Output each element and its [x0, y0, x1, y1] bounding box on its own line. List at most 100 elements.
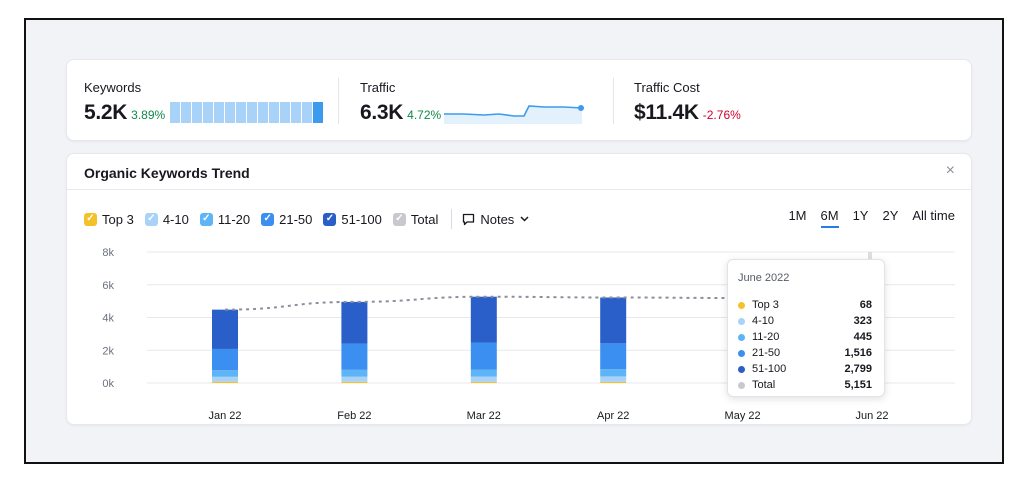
mini-bar — [181, 102, 192, 123]
period-1m[interactable]: 1M — [788, 208, 807, 223]
chart-tooltip: June 2022 Top 3 68 4-10 323 11-20 445 21… — [727, 259, 885, 397]
bar-segment[interactable] — [600, 376, 627, 382]
bar-segment[interactable] — [212, 309, 238, 349]
legend-dot — [738, 349, 745, 357]
bar-segment[interactable] — [341, 369, 368, 377]
chevron-down-icon — [520, 216, 529, 222]
traffic-value: 6.3K — [360, 101, 404, 124]
bar-segment[interactable] — [470, 342, 497, 370]
filter-11-20[interactable]: ✓ 11-20 — [199, 212, 250, 227]
tooltip-row: Total 5,151 — [738, 378, 872, 392]
filter-total[interactable]: ✓ Total — [392, 211, 439, 227]
trend-title: Organic Keywords Trend — [84, 165, 250, 181]
tooltip-row-label: 11-20 — [752, 331, 780, 343]
bar-segment[interactable] — [600, 369, 627, 377]
mini-bar — [302, 102, 313, 123]
notes-icon — [463, 213, 475, 225]
tooltip-row-label: Total — [752, 379, 776, 391]
y-tick-label: 0k — [102, 378, 114, 390]
bar-segment[interactable] — [212, 376, 238, 382]
bar-segment[interactable] — [212, 381, 238, 383]
filter-label: 51-100 — [341, 211, 382, 227]
period-1y[interactable]: 1Y — [852, 208, 869, 223]
tooltip-row: 11-20 445 — [738, 330, 872, 344]
legend-dot — [738, 381, 745, 389]
tooltip-row-label: 4-10 — [752, 315, 775, 327]
organic-keywords-trend-card: Organic Keywords Trend × ✓ Top 3 ✓ 4-10 … — [66, 153, 972, 425]
traffic-metric[interactable]: Traffic 6.3K 4.72% — [360, 80, 585, 125]
checkbox-icon: ✓ — [84, 212, 97, 226]
bar-segment[interactable] — [470, 369, 497, 377]
filter-label: Total — [410, 211, 439, 227]
y-tick-label: 8k — [102, 247, 114, 259]
filter-4-10[interactable]: ✓ 4-10 — [144, 211, 189, 227]
x-tick-label: May 22 — [725, 410, 761, 422]
bar-segment[interactable] — [341, 381, 368, 383]
traffic-cost-value: $11.4K — [634, 101, 699, 124]
bar-segment[interactable] — [600, 381, 627, 383]
legend-dot — [738, 333, 745, 341]
position-filters: ✓ Top 3 ✓ 4-10 ✓ 11-20 ✓ 21-50 ✓ 51-100 … — [84, 209, 529, 229]
mini-bar — [247, 102, 258, 123]
x-tick-label: Jun 22 — [855, 410, 888, 422]
keywords-metric[interactable]: Keywords 5.2K 3.89% — [84, 80, 324, 125]
traffic-change: 4.72% — [407, 108, 442, 122]
x-tick-label: Apr 22 — [597, 410, 629, 422]
mini-bar — [280, 102, 291, 123]
mini-bar — [291, 102, 302, 123]
keywords-change: 3.89% — [131, 108, 166, 122]
mini-bar — [170, 102, 181, 123]
legend-dot — [738, 365, 745, 373]
keywords-value: 5.2K — [84, 101, 128, 124]
mini-bar — [269, 102, 280, 123]
bar-segment[interactable] — [341, 376, 368, 382]
legend-dot — [738, 317, 745, 325]
y-tick-label: 6k — [102, 280, 114, 292]
traffic-label: Traffic — [360, 80, 396, 95]
tooltip-row: Top 3 68 — [738, 298, 872, 312]
tooltip-row-label: Top 3 — [752, 299, 779, 311]
period-2y[interactable]: 2Y — [882, 208, 899, 223]
bar-segment[interactable] — [212, 348, 238, 371]
y-tick-label: 2k — [102, 345, 114, 357]
bar-segment[interactable] — [470, 296, 497, 343]
bar-segment[interactable] — [341, 343, 368, 370]
bar-segment[interactable] — [212, 370, 238, 377]
tooltip-row-value: 68 — [859, 299, 872, 311]
checkbox-icon: ✓ — [323, 212, 337, 226]
tooltip-row-label: 21-50 — [752, 347, 781, 359]
traffic-cost-label: Traffic Cost — [634, 80, 700, 95]
tooltip-title: June 2022 — [738, 272, 790, 284]
tooltip-row: 51-100 2,799 — [738, 362, 872, 376]
close-icon[interactable]: × — [945, 162, 955, 179]
period-6m[interactable]: 6M — [820, 208, 839, 228]
traffic-sparkline — [444, 105, 585, 124]
x-tick-label: Jan 22 — [208, 410, 241, 422]
filter-label: Top 3 — [102, 211, 134, 227]
period-selector: 1M 6M 1Y 2Y All time — [774, 208, 955, 228]
bar-segment[interactable] — [470, 381, 497, 383]
filter-top-3[interactable]: ✓ Top 3 — [84, 212, 134, 227]
filter-21-50[interactable]: ✓ 21-50 — [261, 212, 312, 227]
checkbox-icon: ✓ — [144, 212, 158, 226]
tooltip-row-value: 445 — [853, 331, 872, 343]
period-all-time[interactable]: All time — [912, 208, 955, 223]
bar-segment[interactable] — [600, 297, 627, 344]
summary-card: Keywords 5.2K 3.89% Traffic 6.3K 4.72% — [66, 59, 972, 141]
x-tick-label: Feb 22 — [337, 410, 371, 422]
tooltip-row-value: 323 — [853, 315, 872, 327]
bar-segment[interactable] — [341, 301, 368, 344]
traffic-cost-change: -2.76% — [702, 108, 741, 122]
legend-dot — [738, 301, 745, 309]
mini-bar — [236, 102, 247, 123]
filter-label: 4-10 — [162, 211, 189, 227]
notes-dropdown[interactable]: Notes — [462, 212, 529, 227]
mini-bar — [313, 102, 324, 123]
filter-51-100[interactable]: ✓ 51-100 — [323, 211, 382, 227]
mini-bar — [214, 102, 225, 123]
bar-segment[interactable] — [470, 376, 497, 382]
traffic-cost-metric[interactable]: Traffic Cost $11.4K -2.76% — [634, 80, 741, 125]
mini-bar — [225, 102, 236, 123]
bar-segment[interactable] — [600, 343, 627, 370]
tooltip-row-value: 1,516 — [844, 347, 872, 359]
